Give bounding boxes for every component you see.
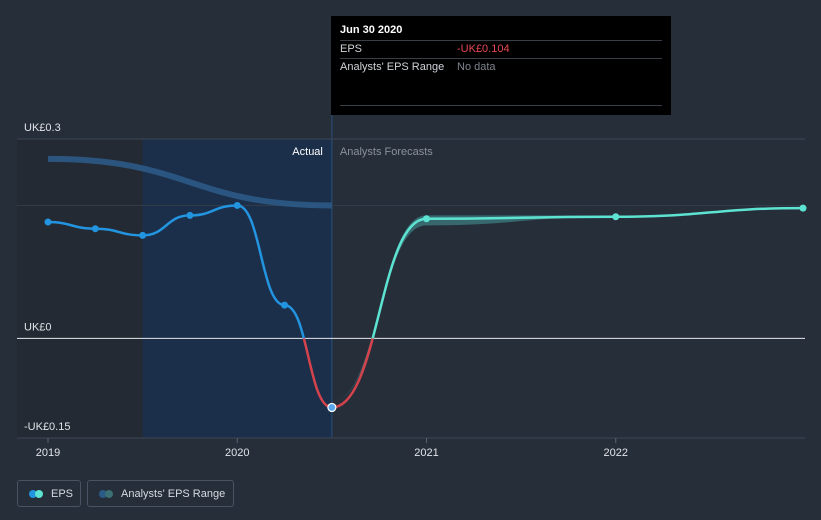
x-tick-label: 2021 [414,447,438,459]
eps-forecast-line [371,206,806,339]
analysts-eps-range-area [331,215,616,402]
tooltip-divider [340,105,662,106]
eps-forecast-point[interactable] [612,213,620,221]
tooltip-eps-label: EPS [340,43,363,55]
legend-item-eps[interactable]: EPS [17,480,81,507]
legend-eps-label: EPS [51,487,74,500]
actual-label: Actual [292,146,323,158]
eps-actual-line [47,204,306,339]
y-tick-label: -UK£0.15 [24,421,70,433]
tooltip-range-label: Analysts' EPS Range [340,61,445,73]
forecast-label: Analysts Forecasts [340,146,433,158]
legend-range-label: Analysts' EPS Range [121,487,226,500]
eps-actual-point[interactable] [44,218,52,226]
eps-actual-point[interactable] [233,201,241,209]
eps-swatch-icon [29,489,43,498]
eps-forecast-point[interactable] [799,204,807,212]
eps-forecast-point[interactable] [423,215,430,223]
eps-actual-point[interactable] [281,301,289,309]
legend-item-range[interactable]: Analysts' EPS Range [87,480,234,507]
eps-actual-point[interactable] [186,211,194,219]
eps-actual-point[interactable] [91,225,99,233]
tooltip-range-value: No data [457,61,496,73]
eps-actual-point[interactable] [139,231,147,239]
x-tick-label: 2022 [604,447,628,459]
tooltip-eps-value: -UK£0.104 [457,43,510,55]
tooltip-date: Jun 30 2020 [340,24,403,36]
range-swatch-icon [99,489,113,498]
actual-period-highlight [142,139,332,438]
tooltip-row-eps: EPS -UK£0.104 [340,40,662,59]
x-tick-label: 2020 [225,447,249,459]
hover-tooltip: Jun 30 2020 EPS -UK£0.104 Analysts' EPS … [331,16,671,115]
industry-trend-line [47,155,332,209]
x-tick-label: 2019 [36,447,60,459]
past-shade [17,139,143,438]
y-tick-label: UK£0.3 [24,122,61,134]
tooltip-row-range: Analysts' EPS Range No data [340,58,662,77]
y-tick-label: UK£0 [24,321,52,333]
eps-actual-point[interactable] [327,402,337,413]
